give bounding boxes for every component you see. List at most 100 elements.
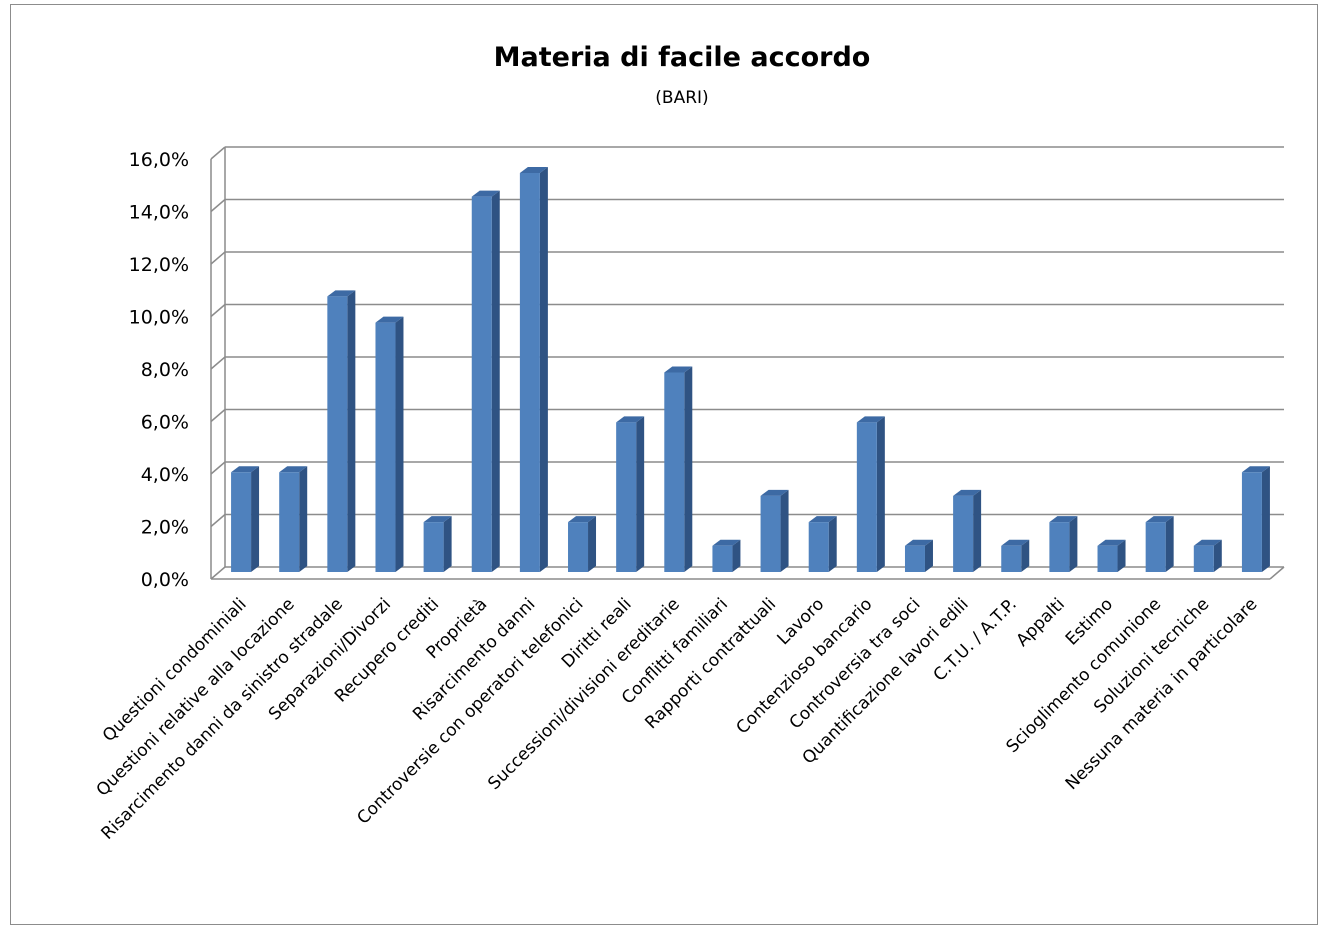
bar-side (1069, 516, 1078, 572)
bar-side (299, 466, 308, 572)
bar-side (876, 416, 885, 572)
bar-side (780, 489, 789, 572)
gridline-depth (210, 356, 226, 370)
bar (1001, 539, 1030, 572)
gridline-depth (210, 251, 226, 265)
bar-front (375, 322, 396, 572)
bar-side (636, 416, 645, 572)
bar-side (828, 516, 837, 572)
bar-front (712, 545, 733, 572)
bar (1097, 539, 1126, 572)
bar-front (327, 296, 348, 572)
bar (904, 539, 933, 572)
bar-top (1049, 516, 1078, 523)
bar-front (808, 522, 829, 572)
x-tick-label: Questioni relative alla locazione (93, 594, 299, 800)
bar (760, 489, 789, 572)
bar-side (1261, 466, 1270, 572)
y-tick-label: 16,0% (129, 149, 189, 171)
gridline-depth (210, 566, 226, 580)
gridline-depth (210, 303, 226, 318)
gridline-depth (210, 513, 226, 528)
bar-front (664, 372, 685, 572)
bar-front (760, 495, 781, 572)
bar (664, 366, 693, 572)
floor-right-edge (1269, 566, 1285, 580)
bar-top (1241, 466, 1270, 473)
bar-side (684, 366, 693, 572)
chart-frame: Materia di facile accordo (BARI) 0,0% 2,0… (10, 4, 1318, 925)
bar-side (1117, 539, 1126, 572)
bars (231, 167, 1270, 572)
bar-front (904, 545, 925, 572)
bar-top (1145, 516, 1174, 523)
gridline-depth (210, 461, 226, 475)
bar (375, 316, 404, 572)
bar-top (279, 466, 308, 473)
bar-front (519, 173, 540, 572)
chart-subtitle: (BARI) (655, 88, 708, 108)
bar-top (231, 466, 260, 473)
bar-side (924, 539, 933, 572)
bar-side (973, 489, 982, 572)
bar-front (1241, 472, 1262, 572)
gridline-depth (210, 146, 226, 160)
bar-top (423, 516, 452, 523)
bar (1145, 516, 1174, 572)
bar-front (953, 495, 974, 572)
bar-side (1021, 539, 1030, 572)
bar-top (568, 516, 597, 523)
bar-top (1193, 539, 1222, 546)
bar-front (279, 472, 300, 572)
bar-side (443, 516, 452, 572)
bar-front (1145, 522, 1166, 572)
bar-front (1097, 545, 1118, 572)
bar (808, 516, 837, 572)
bar-top (616, 416, 645, 423)
bar-top (953, 489, 982, 496)
y-tick-label: 0,0% (141, 569, 189, 591)
bar-side (588, 516, 597, 572)
y-tick-label: 2,0% (141, 517, 189, 539)
y-tick-label: 6,0% (141, 412, 189, 434)
bar-top (375, 316, 404, 323)
bar-side (732, 539, 741, 572)
bar (1241, 466, 1270, 572)
bar-front (568, 522, 589, 572)
bar-chart: Materia di facile accordo (BARI) 0,0% 2,0… (93, 42, 1285, 844)
bar (856, 416, 885, 572)
bar-side (347, 290, 356, 572)
bar-top (1001, 539, 1030, 546)
bar-front (1193, 545, 1214, 572)
y-axis-ticks: 0,0% 2,0% 4,0% 6,0% 8,0% 10,0% 12,0% 14,0% 16,0% (129, 149, 189, 591)
bar-top (904, 539, 933, 546)
bar-top (471, 190, 500, 197)
bar-top (327, 290, 356, 297)
bar-front (1001, 545, 1022, 572)
x-tick-label: C.T.U. / A.T.P. (930, 594, 1021, 685)
bar (423, 516, 452, 572)
y-tick-label: 14,0% (129, 202, 189, 224)
bar-top (808, 516, 837, 523)
y-tick-label: 4,0% (141, 464, 189, 486)
y-tick-label: 12,0% (129, 254, 189, 276)
gridline-depth (210, 198, 226, 213)
bar-side (1213, 539, 1222, 572)
y-tick-label: 10,0% (129, 307, 189, 329)
bar (279, 466, 308, 572)
bar (471, 190, 500, 572)
bar (712, 539, 741, 572)
gridline-depth (210, 408, 226, 423)
bar-top (664, 366, 693, 373)
bar-side (251, 466, 260, 572)
bar (1049, 516, 1078, 572)
bar (327, 290, 356, 572)
bar-front (616, 422, 637, 572)
bar-side (539, 167, 548, 572)
bar-front (856, 422, 877, 572)
bar-top (856, 416, 885, 423)
bar-side (1165, 516, 1174, 572)
bar (953, 489, 982, 572)
bar (1193, 539, 1222, 572)
